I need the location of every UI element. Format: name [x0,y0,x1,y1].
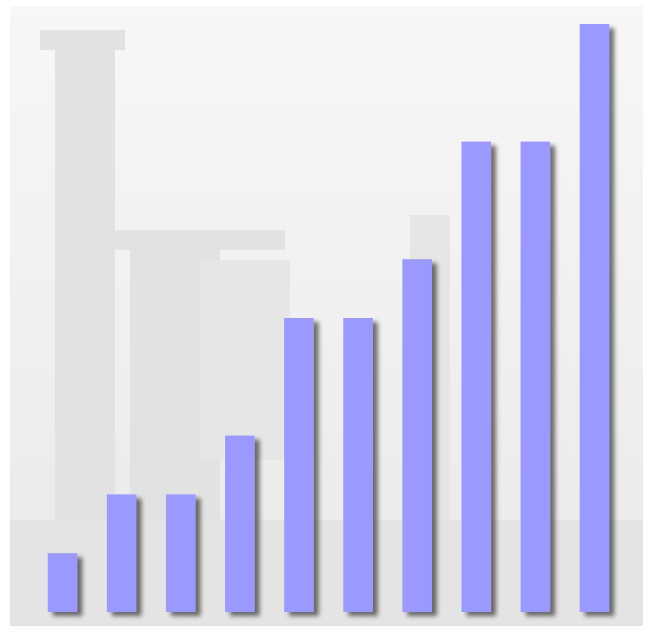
bar [402,259,432,612]
bars [47,24,610,612]
bar [106,494,137,612]
bar [461,141,492,612]
tower-top [40,30,125,50]
bar [47,553,78,612]
bar [165,494,196,612]
bar [225,435,255,612]
bar [579,24,610,612]
bar [343,318,373,612]
platform [115,230,285,250]
frame [200,260,290,460]
bar [520,141,551,612]
bar [284,318,314,612]
